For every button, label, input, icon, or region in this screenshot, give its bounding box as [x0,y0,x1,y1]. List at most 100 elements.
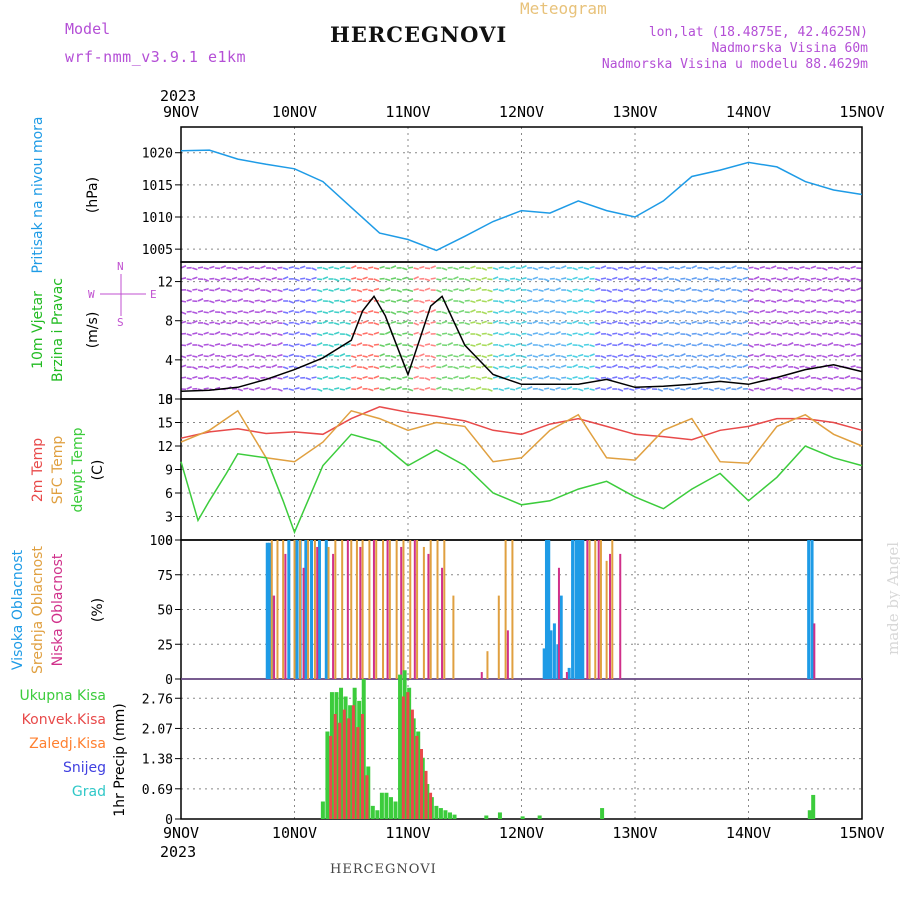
wind-barb [333,287,340,291]
wind-barb [623,288,629,291]
wind-barb [827,342,834,346]
wind-barb [555,386,561,390]
wind-barb [458,300,465,304]
wind-barb [180,311,187,315]
wind-barb [594,377,601,381]
wind-barb [521,320,527,324]
wind-barb [288,353,295,357]
cloud-bar [310,540,314,679]
wind-barb [634,343,641,346]
wind-barb [407,289,414,293]
wind-barb [538,298,544,302]
wind-barb [203,366,209,370]
wind-barb [725,322,731,325]
wind-barb [543,366,550,370]
wind-barb [260,344,266,347]
wind-barb [385,278,391,282]
wind-barb [782,311,788,315]
wind-barb [572,267,578,271]
wind-barb [237,289,243,293]
wind-barb [481,320,488,324]
wind-barb [799,388,805,392]
wind-barb [481,300,487,303]
wind-barb [254,343,260,346]
wind-barb [413,288,419,291]
wind-barb [402,376,408,379]
wind-barb [436,386,442,390]
model-altitude-label: Nadmorska Visina u modelu 88.4629m [601,57,868,72]
wind-barb [288,365,294,368]
wind-barb [345,333,351,337]
cloud-bar [506,630,509,679]
cloud-bar [594,540,597,679]
wind-barb [595,366,601,369]
wind-barb [266,354,272,357]
cloud-bar [276,540,279,679]
wind-barb [231,311,238,315]
wind-barb [720,321,726,324]
wind-barb [419,344,425,348]
cloud-bar [324,540,328,679]
wind-barb [731,311,737,315]
wind-barb [248,265,255,269]
wind-barb [521,376,527,379]
wind-barb [180,344,187,347]
wind-barb [708,298,715,302]
wind-barb [492,332,499,335]
wind-barb [283,355,289,358]
wind-barb [595,267,601,270]
cloud-bar [556,644,560,679]
cloud-bar [350,540,353,679]
wind-barb [765,287,771,291]
wind-barb [538,310,544,313]
wind-barb [447,266,453,269]
dewpt-ylabel: dewpt Temp [70,427,86,512]
wind-barb [265,386,272,390]
wind-barb [265,333,272,337]
wind-barb [186,354,192,357]
wind-barb [396,322,402,325]
wind-barb [651,332,658,335]
wind-barb [583,322,590,326]
wind-barb [612,355,618,359]
wind-barb [719,353,726,357]
x-tick-label-top: 10NOV [272,103,317,121]
wind-barb [782,364,788,368]
wind-barb [379,388,385,391]
wind-barb [373,331,380,335]
wind-barb [691,355,698,359]
wind-barb [595,299,601,302]
wind-barb [402,276,408,280]
wind-barb [209,321,215,324]
wind-barb [623,375,629,379]
wind-barb [226,342,232,346]
wind-barb [339,277,345,280]
wind-barb [629,388,635,392]
wind-barb [282,366,289,370]
wind-barb [527,354,533,357]
wind-barb [844,287,851,291]
wind-barb [311,320,317,324]
wind-barb [254,278,261,282]
wind-barb [311,311,317,315]
cloud-bar [574,540,578,679]
wind-barb [577,298,584,302]
cloud-bar [422,546,425,679]
wind-barb [441,364,448,368]
wind-barb [555,366,561,369]
wind-barb [549,388,556,391]
wind-barb [385,386,391,390]
wind-barb [413,387,419,390]
wind-barb [623,267,629,271]
wind-barb [231,355,238,358]
wind-barb [203,331,209,335]
compass-east: E [150,288,157,301]
wind-barb [226,278,232,281]
wind-barb [782,276,788,280]
wind-barb [453,366,459,370]
wind-barb [651,267,658,271]
wind-barb [634,322,641,326]
wind-barb [719,344,726,348]
wind-barb [640,265,646,269]
wind-barb [560,311,567,315]
